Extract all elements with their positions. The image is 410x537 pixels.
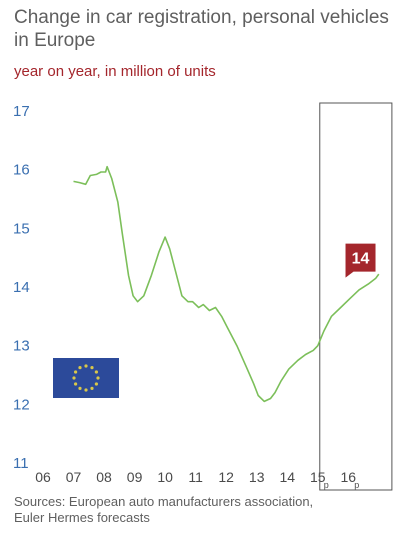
x-tick-label: 08	[96, 469, 112, 485]
eu-flag-star	[96, 376, 100, 380]
x-axis-ticks: 06 07 08 09 10 11 12 13 14 15p 16p	[35, 469, 359, 490]
x-tick-label: 12	[218, 469, 234, 485]
y-tick-label: 15	[13, 220, 30, 237]
source-note: Sources: European auto manufacturers ass…	[14, 494, 313, 526]
value-badge-shape	[345, 243, 376, 278]
y-tick-label: 11	[13, 455, 29, 472]
source-line-1: Sources: European auto manufacturers ass…	[14, 494, 314, 509]
y-axis-ticks: 11 12 13 14 15 16 17	[13, 103, 30, 472]
x-tick-label: 16	[341, 469, 357, 485]
x-tick-label: 07	[66, 469, 82, 485]
x-tick-label: 09	[127, 469, 143, 485]
eu-flag-field	[53, 358, 119, 398]
eu-flag-star	[72, 376, 76, 380]
eu-flag-star	[78, 366, 82, 370]
x-tick-label: 13	[249, 469, 265, 485]
forecast-region-box	[319, 102, 393, 491]
value-badge-label: 14	[352, 251, 370, 268]
eu-flag-star	[84, 388, 88, 392]
eu-flag-star	[90, 366, 94, 370]
x-tick-label: 06	[35, 469, 51, 485]
x-tick-label: 11	[188, 469, 203, 485]
chart-subtitle: year on year, in million of units	[14, 63, 216, 80]
x-tick-label: 10	[157, 469, 173, 485]
eu-flag-star	[74, 370, 78, 374]
value-badge: 14	[345, 243, 376, 278]
y-tick-label: 13	[13, 338, 30, 355]
x-tick-label: 14	[279, 469, 295, 485]
chart-title: Change in car registration, personal veh…	[14, 7, 389, 51]
eu-flag-star	[84, 364, 88, 368]
eu-flag-star	[78, 386, 82, 390]
series-line	[73, 165, 380, 403]
y-tick-label: 16	[13, 162, 30, 179]
source-line-2: Euler Hermes forecasts	[14, 510, 150, 525]
y-tick-label: 14	[13, 279, 30, 296]
eu-flag-star	[94, 382, 98, 386]
x-tick-suffix: p	[324, 480, 329, 490]
eu-flag-star	[90, 386, 94, 390]
eu-flag-star	[74, 382, 78, 386]
x-tick-label: 15	[310, 469, 326, 485]
y-tick-label: 17	[13, 103, 30, 120]
x-tick-suffix: p	[354, 480, 359, 490]
eu-flag-star	[94, 370, 98, 374]
eu-flag-icon	[53, 358, 119, 398]
y-tick-label: 12	[13, 396, 30, 413]
